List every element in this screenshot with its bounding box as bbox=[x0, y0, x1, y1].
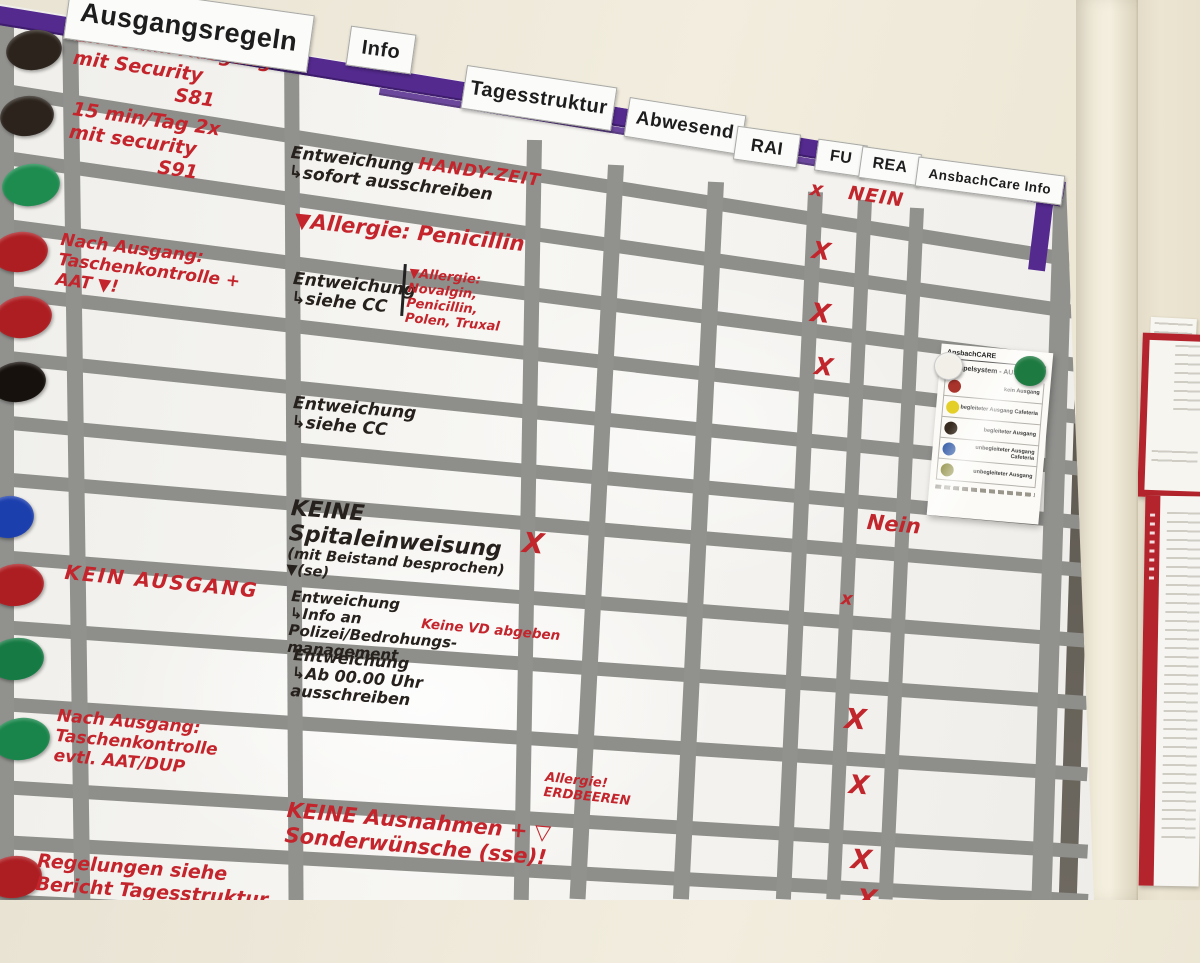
grid-col-tape bbox=[0, 14, 14, 900]
mark-x: X bbox=[810, 236, 833, 267]
mark-x: X bbox=[849, 844, 873, 877]
magnet-green bbox=[1014, 356, 1046, 386]
red-framed-document bbox=[1137, 332, 1200, 500]
spine-brand-marks bbox=[1148, 513, 1156, 584]
mark-x: x bbox=[840, 588, 854, 610]
red-framed-document-lower bbox=[1138, 495, 1200, 887]
mark-x: X bbox=[847, 770, 870, 802]
document-text-lines bbox=[1173, 344, 1200, 416]
grid-row-tape bbox=[0, 894, 1089, 900]
mark-x: X bbox=[843, 702, 868, 737]
mark-nein: Nein bbox=[865, 510, 922, 539]
document-table-lines bbox=[1161, 511, 1200, 843]
mark-x: X bbox=[521, 526, 546, 561]
document-text-lines bbox=[1151, 450, 1198, 464]
mark-x: X bbox=[813, 352, 835, 382]
note-allergie-liste: ▼Allergie: Novalgin, Penicillin, Polen, … bbox=[404, 266, 501, 335]
mark-x: X bbox=[808, 298, 832, 330]
magnet-white bbox=[934, 352, 963, 380]
